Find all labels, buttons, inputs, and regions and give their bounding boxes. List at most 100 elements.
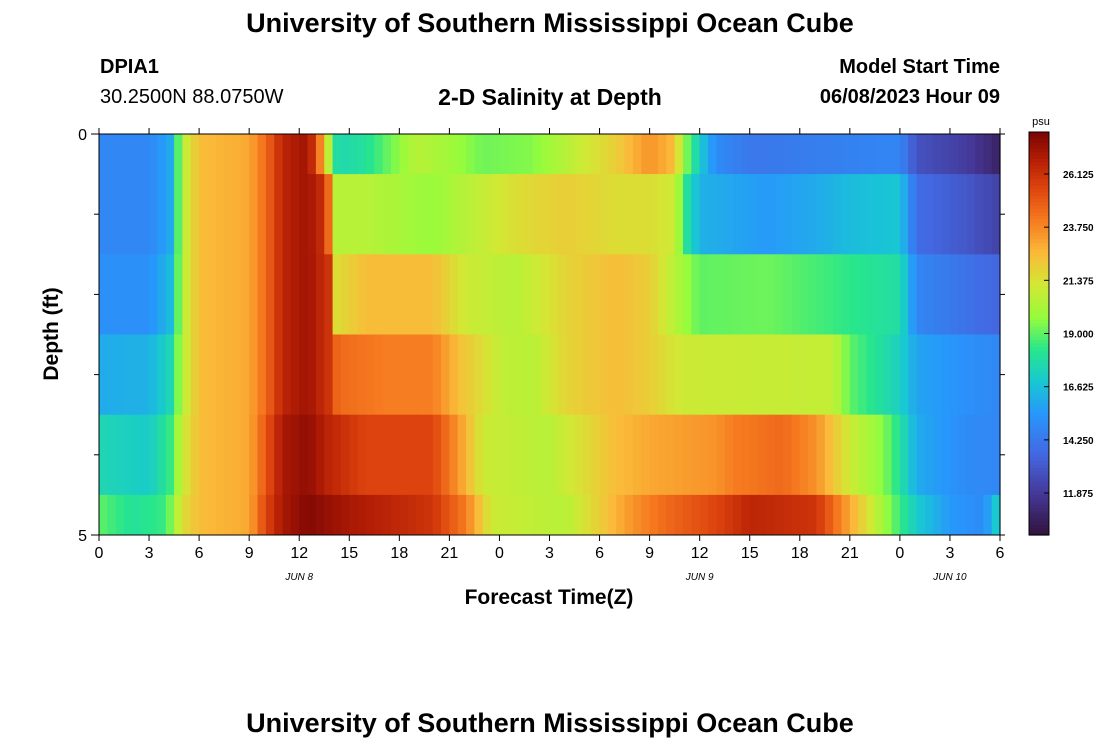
- heatmap-cell: [207, 334, 217, 416]
- heatmap-cell: [632, 174, 642, 255]
- heatmap-cell: [499, 494, 509, 536]
- date-label: JUN 10: [932, 572, 967, 583]
- heatmap-cell: [157, 134, 167, 175]
- heatmap-cell: [791, 254, 801, 335]
- heatmap-cell: [449, 174, 459, 255]
- colorbar-segment: [1029, 195, 1049, 200]
- colorbar-segment: [1029, 232, 1049, 237]
- heatmap-cell: [666, 134, 676, 175]
- heatmap-cell: [532, 414, 542, 496]
- heatmap-cell: [958, 414, 968, 496]
- heatmap-cell: [858, 334, 868, 416]
- x-tick-label: 3: [945, 545, 954, 562]
- heatmap-cell: [424, 134, 434, 175]
- colorbar-segment: [1029, 420, 1049, 425]
- heatmap-cell: [449, 334, 459, 416]
- heatmap-cell: [607, 134, 617, 175]
- heatmap-cell: [340, 494, 350, 536]
- colorbar-segment: [1029, 336, 1049, 341]
- heatmap-cell: [424, 414, 434, 496]
- x-tick-label: 6: [195, 545, 204, 562]
- heatmap-cell: [899, 254, 909, 335]
- heatmap-cell: [149, 174, 158, 255]
- heatmap-cell: [682, 134, 692, 175]
- heatmap-cell: [624, 494, 634, 536]
- x-tick-label: 15: [741, 545, 759, 562]
- heatmap-cell: [215, 134, 225, 175]
- heatmap-cell: [474, 134, 484, 175]
- heatmap-cell: [641, 254, 651, 335]
- heatmap-cell: [741, 254, 751, 335]
- colorbar-segment: [1029, 286, 1049, 291]
- heatmap-cell: [215, 254, 225, 335]
- colorbar-segment: [1029, 437, 1049, 442]
- colorbar-segment: [1029, 477, 1049, 482]
- colorbar-tick-label: 16.625: [1063, 383, 1094, 394]
- colorbar-segment: [1029, 269, 1049, 274]
- heatmap-cell: [808, 414, 818, 496]
- heatmap-cell: [649, 414, 659, 496]
- heatmap-cell: [649, 334, 659, 416]
- colorbar-segment: [1029, 521, 1049, 526]
- heatmap-cell: [390, 334, 400, 416]
- heatmap-cell: [824, 254, 834, 335]
- heatmap-cell: [941, 174, 951, 255]
- heatmap-cell: [265, 174, 275, 255]
- heatmap-cell: [449, 254, 459, 335]
- heatmap-cell: [282, 134, 292, 175]
- heatmap-cell: [140, 414, 150, 496]
- heatmap-cell: [182, 414, 192, 496]
- heatmap-cell: [357, 134, 367, 175]
- heatmap-cell: [641, 494, 651, 536]
- heatmap-cell: [491, 414, 501, 496]
- colorbar-segment: [1029, 474, 1049, 479]
- heatmap-cell: [641, 414, 651, 496]
- heatmap-cell: [549, 134, 559, 175]
- heatmap-cell: [557, 494, 567, 536]
- heatmap-cell: [466, 174, 476, 255]
- heatmap-cell: [541, 494, 551, 536]
- x-tick-label: 6: [996, 545, 1005, 562]
- heatmap-cell: [749, 494, 759, 536]
- heatmap-cell: [599, 134, 609, 175]
- heatmap-cell: [616, 494, 626, 536]
- heatmap-cell: [491, 494, 501, 536]
- heatmap-cell: [833, 254, 843, 335]
- heatmap-cell: [883, 134, 893, 175]
- heatmap-cell: [182, 334, 192, 416]
- colorbar-segment: [1029, 155, 1049, 160]
- heatmap-cell: [290, 134, 300, 175]
- colorbar-segment: [1029, 430, 1049, 435]
- heatmap-cell: [708, 134, 717, 175]
- heatmap-cell: [808, 254, 818, 335]
- heatmap-cell: [849, 134, 859, 175]
- heatmap-cell: [282, 334, 292, 416]
- heatmap-cell: [766, 334, 776, 416]
- heatmap-cell: [224, 174, 234, 255]
- heatmap-cell: [190, 174, 200, 255]
- heatmap-cell: [532, 174, 542, 255]
- heatmap-cell: [124, 494, 133, 536]
- heatmap-cell: [399, 254, 409, 335]
- heatmap-cell: [324, 414, 334, 496]
- heatmap-cell: [874, 254, 884, 335]
- x-tick-label: 21: [440, 545, 458, 562]
- heatmap-cell: [866, 134, 876, 175]
- colorbar-segment: [1029, 158, 1049, 163]
- heatmap-cell: [182, 254, 192, 335]
- colorbar-segment: [1029, 528, 1049, 533]
- salinity-heatmap-chart: 0 3 6 9 12 15 18 21 0 3 6 9 12 15 18 21 0 3 6 JUN 8 JUN 9 JUN…: [40, 116, 1094, 609]
- colorbar-segment: [1029, 353, 1049, 358]
- heatmap-cell: [499, 174, 509, 255]
- heatmap-cell: [916, 134, 926, 175]
- heatmap-cell: [165, 414, 175, 496]
- heatmap-cell: [182, 174, 192, 255]
- heatmap-cell: [949, 494, 959, 536]
- heatmap-cell: [849, 254, 859, 335]
- heatmap-cell: [974, 254, 984, 335]
- heatmap-cell: [749, 414, 759, 496]
- heatmap-cell: [174, 334, 184, 416]
- heatmap-cell: [899, 334, 909, 416]
- heatmap-cell: [407, 174, 417, 255]
- colorbar-segment: [1029, 289, 1049, 294]
